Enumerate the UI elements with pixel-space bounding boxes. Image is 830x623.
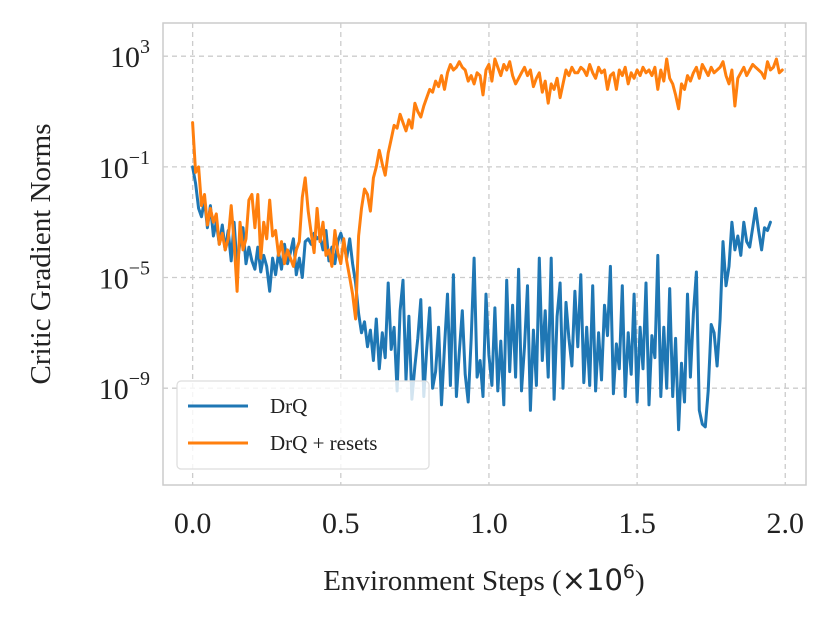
x-tick-label: 2.0 xyxy=(767,507,805,540)
legend-label-drq: DrQ xyxy=(270,394,307,418)
x-tick-label: 1.5 xyxy=(618,507,656,540)
x-axis-title: Environment Steps (×106) xyxy=(323,561,644,597)
series-line-drq-resets xyxy=(191,57,784,321)
legend-box xyxy=(176,380,430,470)
plot-frame xyxy=(162,22,807,486)
x-tick-label: 0.5 xyxy=(322,507,360,540)
y-tick-label: 10−9 xyxy=(99,368,150,406)
y-tick-label: 10−1 xyxy=(99,147,150,185)
series-lines xyxy=(191,57,784,432)
legend-label-drq-resets: DrQ + resets xyxy=(270,431,377,455)
y-tick-label: 103 xyxy=(110,36,150,74)
x-tick-label: 0.0 xyxy=(174,507,212,540)
y-tick-label: 10−5 xyxy=(99,258,150,296)
y-axis-title: Critic Gradient Norms xyxy=(25,124,57,385)
y-tick-labels: 103 10−1 10−5 10−9 xyxy=(99,36,150,406)
legend: DrQ DrQ + resets xyxy=(176,380,430,470)
x-tick-labels: 0.0 0.5 1.0 1.5 2.0 xyxy=(174,507,804,540)
x-tick-label: 1.0 xyxy=(470,507,508,540)
